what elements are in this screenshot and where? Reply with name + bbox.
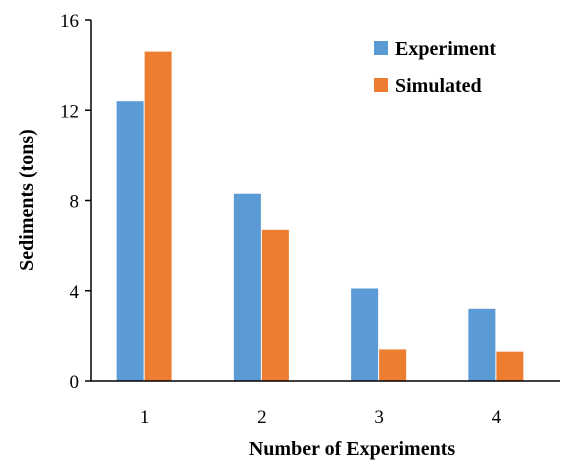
x-axis-title: Number of Experiments [249, 438, 455, 460]
bar-simulated-1 [144, 51, 172, 382]
y-tick-label: 4 [70, 282, 80, 303]
y-axis-title: Sediments (tons) [16, 129, 38, 271]
bar-experiment-3 [351, 288, 379, 381]
x-tick-label: 4 [492, 407, 502, 428]
x-tick-label: 2 [257, 407, 267, 428]
legend-label-experiment: Experiment [395, 38, 496, 60]
bar-experiment-2 [233, 193, 261, 381]
x-axis-ticks: 1 2 3 4 [140, 407, 502, 428]
legend: Experiment Simulated [374, 38, 496, 97]
x-tick-label: 1 [140, 407, 150, 428]
bar-simulated-4 [496, 351, 524, 381]
legend-swatch-simulated [374, 78, 388, 92]
bars [116, 51, 524, 382]
bar-simulated-2 [261, 229, 289, 381]
bar-experiment-1 [116, 101, 144, 381]
legend-swatch-experiment [374, 41, 388, 55]
legend-label-simulated: Simulated [395, 75, 482, 97]
y-tick-label: 8 [70, 192, 80, 213]
x-tick-label: 3 [374, 407, 384, 428]
bar-simulated-3 [379, 349, 407, 381]
y-axis-ticks: 0 4 8 12 16 [60, 11, 91, 393]
y-tick-label: 16 [60, 11, 79, 32]
bar-experiment-4 [468, 308, 496, 381]
y-tick-label: 0 [70, 372, 80, 393]
y-tick-label: 12 [60, 101, 79, 122]
